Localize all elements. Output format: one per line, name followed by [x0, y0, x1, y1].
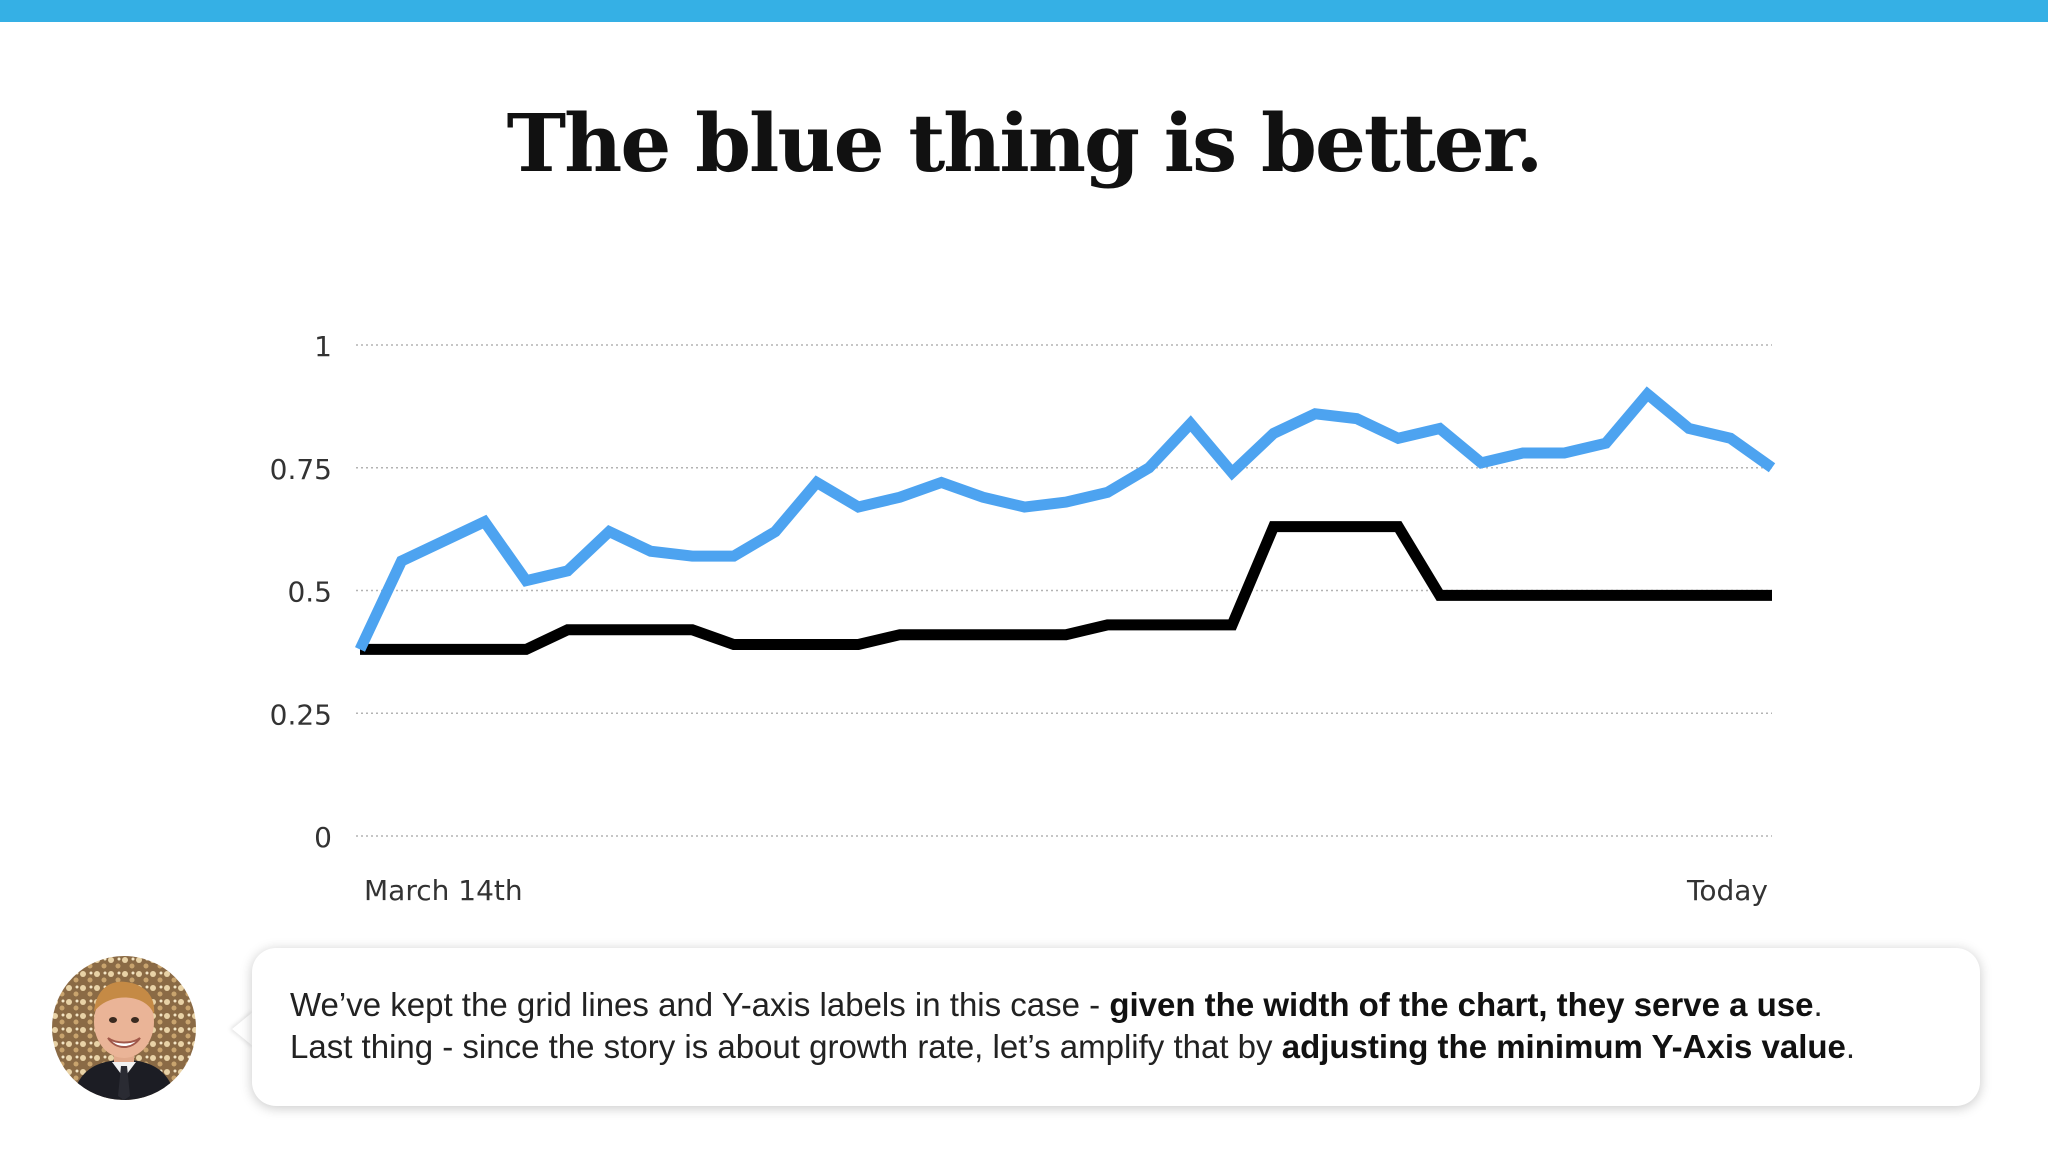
presenter-avatar: [52, 956, 196, 1100]
series-line-black: [360, 521, 1772, 655]
line-chart: 0 0.25 0.5 0.75 1 March 14th Today: [270, 330, 1776, 907]
y-tick-label: 0.25: [270, 698, 332, 731]
x-axis-ticks: March 14th Today: [364, 874, 1768, 907]
caption-line2-text: Last thing - since the story is about gr…: [290, 1028, 1282, 1065]
caption-line1-emphasis: given the width of the chart, they serve…: [1109, 986, 1814, 1023]
presenter-portrait-icon: [52, 956, 196, 1100]
caption-line1-end: .: [1813, 986, 1823, 1023]
series-line-blue: [355, 386, 1776, 652]
slide-title: The blue thing is better.: [506, 96, 1544, 190]
top-accent-bar: [0, 0, 2048, 22]
caption-line2-emphasis: adjusting the minimum Y-Axis value: [1281, 1028, 1846, 1065]
y-tick-label: 0.75: [270, 453, 332, 486]
x-tick-label-start: March 14th: [364, 874, 523, 907]
speech-bubble-tail: [232, 1011, 254, 1047]
y-tick-label: 0: [314, 821, 332, 854]
y-tick-label: 0.5: [287, 576, 332, 609]
speech-bubble: [252, 948, 1980, 1106]
chart-series: [355, 386, 1776, 655]
y-axis-ticks: 0 0.25 0.5 0.75 1: [270, 330, 332, 854]
caption-line2-end: .: [1845, 1028, 1856, 1065]
caption-text: We’ve kept the grid lines and Y-axis lab…: [290, 984, 1970, 1068]
x-tick-label-end: Today: [1686, 874, 1768, 907]
caption-line1-text: We’ve kept the grid lines and Y-axis lab…: [290, 986, 1110, 1023]
y-tick-label: 1: [314, 330, 332, 363]
